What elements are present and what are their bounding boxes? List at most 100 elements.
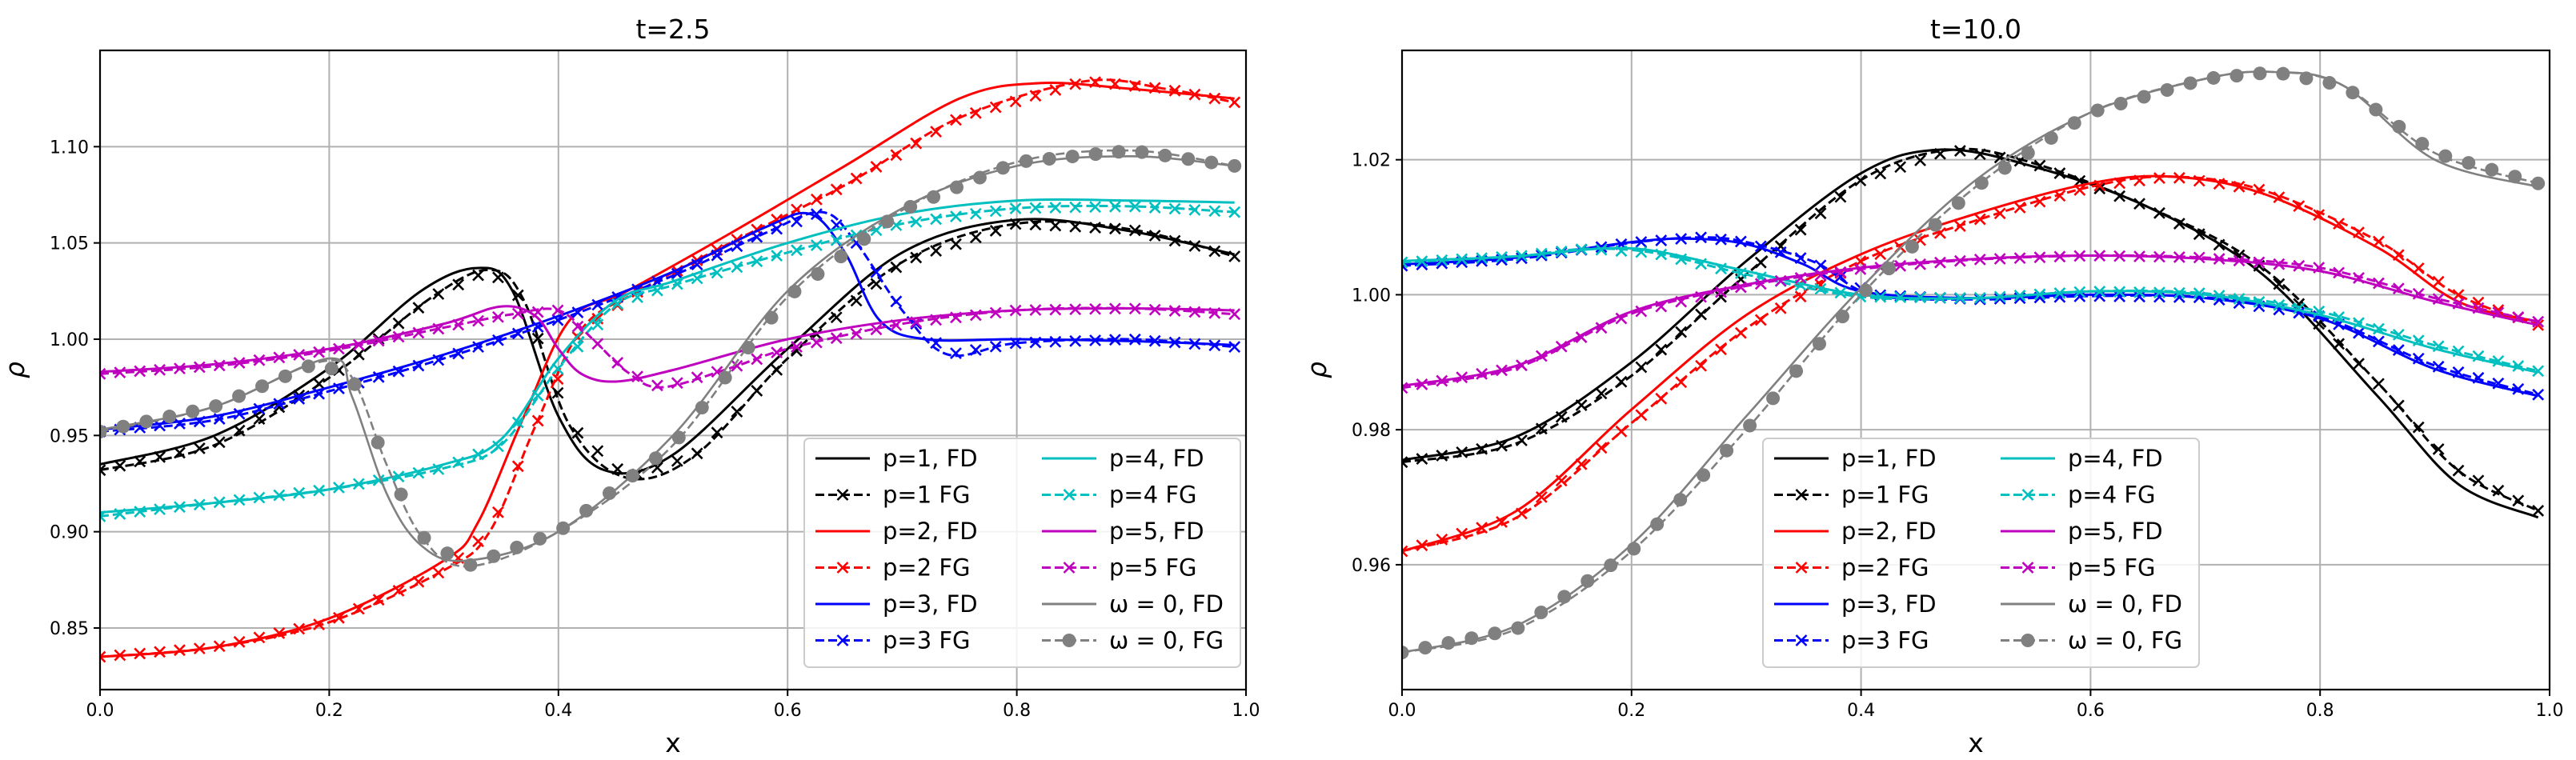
data-point xyxy=(417,530,431,545)
data-point xyxy=(579,503,594,518)
data-point xyxy=(1675,295,1688,308)
legend-item: p=4, FD xyxy=(2001,445,2163,472)
data-point xyxy=(930,314,943,326)
data-point xyxy=(1402,456,1408,469)
data-point xyxy=(1655,300,1668,313)
data-point xyxy=(1655,234,1668,246)
data-point xyxy=(551,304,564,317)
data-point xyxy=(2512,494,2525,507)
data-point xyxy=(731,261,743,274)
data-point xyxy=(174,501,186,514)
data-point xyxy=(989,225,1002,237)
data-point xyxy=(764,310,779,325)
data-point xyxy=(1456,527,1468,540)
plot-area xyxy=(100,76,1242,663)
data-point xyxy=(671,430,686,445)
legend-label: p=5, FD xyxy=(2068,518,2163,545)
data-point xyxy=(1914,154,1926,166)
data-point xyxy=(213,496,226,509)
data-point xyxy=(1488,626,1502,641)
data-point xyxy=(870,160,883,173)
x-axis-label: x xyxy=(1968,727,1984,758)
data-point xyxy=(412,466,425,479)
data-point xyxy=(2353,226,2365,239)
data-point xyxy=(2053,167,2066,180)
data-point xyxy=(1009,337,1022,350)
data-point xyxy=(996,161,1010,175)
data-point xyxy=(731,240,743,253)
data-point xyxy=(1905,239,1919,254)
data-point xyxy=(1914,291,1926,304)
data-point xyxy=(1928,218,1942,232)
data-point xyxy=(2392,282,2405,295)
data-point xyxy=(2090,103,2105,118)
data-point xyxy=(2093,290,2106,302)
data-point xyxy=(950,311,962,324)
y-tick-label: 1.05 xyxy=(50,234,89,254)
data-point xyxy=(472,341,484,354)
data-point xyxy=(531,390,544,402)
data-point xyxy=(1794,272,1807,284)
data-point xyxy=(930,337,943,350)
data-point xyxy=(2333,310,2346,323)
legend-item: p=3 FG xyxy=(815,627,971,654)
data-point xyxy=(2372,335,2385,348)
data-point xyxy=(1109,302,1121,315)
data-point xyxy=(1476,442,1488,455)
data-point xyxy=(1555,474,1568,487)
data-point xyxy=(2532,365,2545,378)
legend-label: p=4 FG xyxy=(2068,482,2156,509)
data-point xyxy=(2293,259,2306,272)
data-point xyxy=(352,478,365,490)
data-point xyxy=(751,353,763,366)
data-point xyxy=(2322,76,2337,90)
data-point xyxy=(2412,334,2425,347)
data-point xyxy=(139,414,154,429)
data-point xyxy=(100,367,106,380)
data-point xyxy=(989,306,1002,319)
data-point xyxy=(1697,468,1711,482)
data-point xyxy=(1914,258,1926,270)
data-point xyxy=(193,415,206,428)
data-point xyxy=(2313,262,2326,274)
data-point xyxy=(1416,378,1428,390)
legend-item: p=1, FD xyxy=(1774,445,1937,472)
data-point xyxy=(1675,376,1688,389)
legend-item: ω = 0, FG xyxy=(2001,627,2182,654)
data-point xyxy=(2293,302,2306,314)
legend-item: p=2, FD xyxy=(1774,518,1937,545)
y-axis-label: ρ xyxy=(1301,362,1332,378)
x-tick-label: 0.4 xyxy=(1847,701,1875,721)
data-point xyxy=(1065,150,1080,164)
legend-label: p=1 FG xyxy=(883,482,971,509)
data-point xyxy=(903,199,918,214)
data-point xyxy=(1456,253,1468,266)
data-point xyxy=(1575,331,1588,343)
series-line xyxy=(100,211,1235,431)
data-point xyxy=(1673,493,1688,507)
data-point xyxy=(2372,322,2385,335)
data-point xyxy=(1766,391,1781,406)
data-point xyxy=(1555,410,1568,423)
data-point xyxy=(969,207,982,220)
data-point xyxy=(771,222,783,235)
legend-label: p=3 FG xyxy=(1841,627,1929,654)
data-point xyxy=(1049,335,1062,348)
series-line xyxy=(1402,254,2538,390)
data-point xyxy=(2492,377,2505,390)
data-point xyxy=(392,330,405,343)
legend-frame xyxy=(1762,438,2200,668)
series-10 xyxy=(1402,250,2545,394)
data-point xyxy=(1655,392,1668,405)
data-point xyxy=(154,450,166,463)
data-point xyxy=(603,486,617,500)
data-point xyxy=(1188,240,1201,252)
data-point xyxy=(174,418,186,430)
series-9 xyxy=(1402,254,2538,387)
data-point xyxy=(511,416,524,429)
data-point xyxy=(1148,202,1161,214)
data-point xyxy=(2412,262,2425,274)
data-point xyxy=(2532,315,2545,328)
data-point xyxy=(1496,515,1508,528)
data-point xyxy=(2392,328,2405,341)
